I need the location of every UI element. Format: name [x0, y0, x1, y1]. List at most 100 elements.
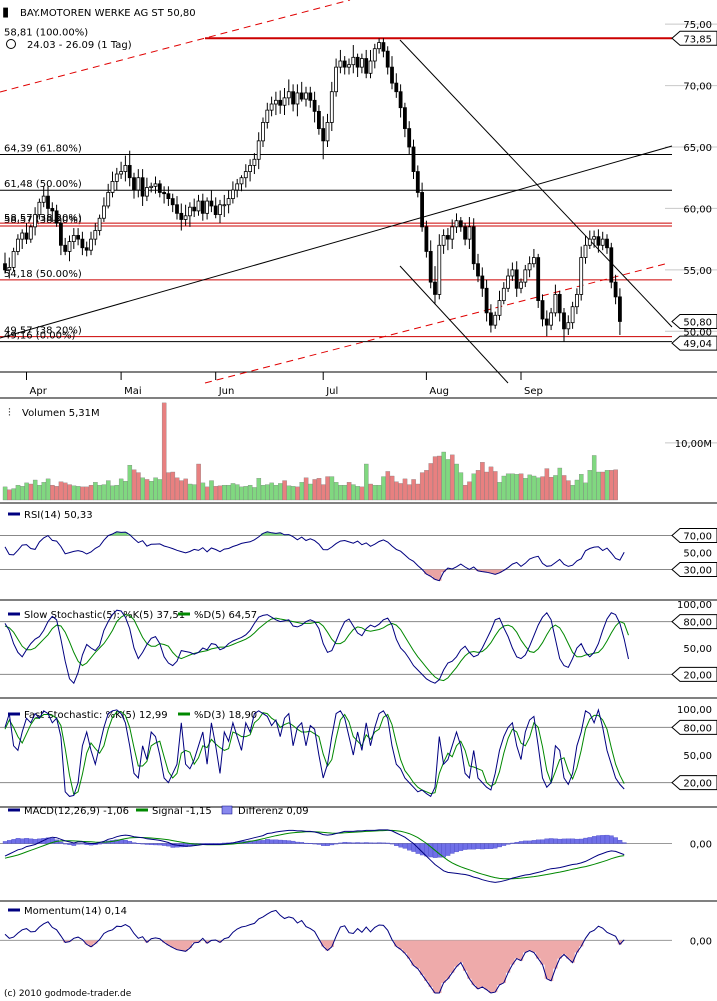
macd-histogram-bar [67, 843, 72, 845]
candle-body [463, 226, 468, 240]
candle-body [114, 173, 119, 182]
candle-body [192, 206, 197, 212]
volume-bar [41, 482, 47, 501]
volume-bar [265, 484, 270, 501]
slow-stochastic-y-tick-box [671, 666, 717, 682]
volume-bar [58, 481, 64, 501]
volume-bar [71, 485, 77, 501]
candle-body [484, 287, 489, 314]
macd-histogram-bar [591, 836, 597, 844]
level-label: 61,48 (50.00%) [4, 179, 82, 190]
macd-histogram-bar [32, 839, 38, 844]
macd-histogram-bar [127, 841, 133, 844]
date-range: 24.03 - 26.09 (1 Tag) [27, 40, 132, 51]
volume-bar [84, 486, 90, 501]
volume-bar [217, 485, 223, 501]
volume-bar [183, 478, 188, 501]
volume-bar [196, 463, 201, 501]
candle-body [261, 122, 265, 142]
candle-body [127, 165, 132, 179]
candle-body [226, 198, 231, 206]
volume-bar [488, 466, 494, 501]
macd-histogram-bar [325, 843, 330, 846]
macd-histogram-bar [321, 843, 326, 846]
macd-histogram-bar [290, 840, 296, 844]
volume-bar [364, 463, 369, 501]
candle-body [562, 312, 566, 330]
macd-histogram-bar [286, 840, 292, 844]
candle-body [553, 294, 558, 314]
candle-body [454, 220, 459, 228]
volume-bar [518, 473, 524, 501]
candle-body [600, 238, 605, 246]
candle-body [329, 91, 334, 123]
volume-bar [321, 484, 326, 501]
level-label: 58,57 (38.20%) [4, 213, 82, 224]
candle-body [519, 281, 523, 289]
volume-bar [299, 482, 305, 501]
volume-bar [501, 475, 507, 501]
volume-bar [544, 468, 550, 501]
candle-body [592, 236, 596, 240]
macd-histogram-bar [376, 842, 382, 844]
slow-stochastic-y-tick: 80,00 [683, 618, 712, 629]
candle-body [596, 236, 601, 246]
volume-bar [161, 402, 167, 501]
candle-body [28, 226, 33, 240]
volume-bar [239, 486, 244, 501]
macd-histogram-bar [84, 843, 90, 846]
fast-stochastic-d-line [4, 711, 625, 796]
candle-body [334, 66, 339, 93]
macd-histogram-bar [441, 843, 446, 858]
macd-histogram-bar [368, 842, 373, 844]
volume-bar [11, 488, 16, 501]
macd-panel: MACD(12,26,9) -1,06 Signal -1,15 Differenz… [0, 805, 717, 902]
volume-bar [131, 469, 137, 501]
macd-histogram-bar [295, 841, 300, 844]
month-label: Mai [124, 386, 142, 397]
macd-histogram-bar [63, 843, 68, 845]
candle-body [420, 192, 425, 228]
volume-bar [432, 456, 438, 501]
candle-body [450, 226, 455, 240]
falling-support-trendline [399, 265, 509, 384]
macd-histogram-bar [462, 843, 468, 850]
candle-body [265, 109, 270, 123]
candle-body [286, 91, 291, 99]
candle-body [37, 201, 42, 215]
candle-body [566, 322, 571, 330]
volume-bar [213, 486, 219, 501]
volume-bar [458, 472, 464, 501]
volume-bar [355, 486, 360, 501]
macd-histogram-bar [389, 843, 395, 845]
volume-bar [609, 470, 614, 501]
macd-histogram-bar [131, 842, 137, 844]
volume-bar [45, 478, 51, 501]
volume-bar [514, 474, 520, 501]
candle-body [106, 192, 111, 207]
volume-bar [200, 482, 206, 501]
volume-bar [50, 484, 55, 501]
candle-body [299, 92, 304, 100]
signal-title: Signal -1,15 [152, 806, 212, 817]
candle-body [162, 192, 167, 195]
volume-bar [260, 484, 266, 501]
candle-body [235, 183, 240, 191]
candle-body [123, 165, 128, 172]
month-label: Apr [30, 386, 48, 397]
candle-body [110, 180, 115, 193]
candle-body [282, 97, 287, 106]
volume-bar [407, 484, 412, 501]
volume-bar [222, 484, 227, 501]
candle-body [557, 294, 562, 314]
macd-histogram-bar [308, 843, 313, 844]
volume-bar [467, 481, 472, 501]
volume-bar [80, 486, 85, 501]
macd-histogram-bar [454, 843, 459, 853]
candle-body [575, 294, 579, 308]
candle-body [411, 146, 416, 172]
candle-body [415, 171, 420, 193]
candle-body [24, 232, 29, 240]
volume-bar [67, 484, 72, 501]
candle-body [59, 222, 63, 246]
